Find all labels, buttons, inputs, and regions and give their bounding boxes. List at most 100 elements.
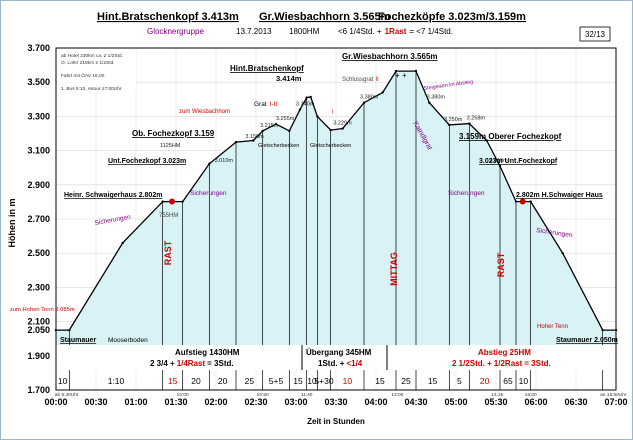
time-note-1: 10:00 [177,392,189,398]
time-note-5: 14:15 [491,392,503,398]
x-tick-label-6: 03:00 [284,397,307,407]
label-plus-2: + [402,71,407,80]
x-tick-label-7: 03:30 [324,397,347,407]
x-axis-label: Zeit in Stunden [307,417,365,426]
summary-abstieg-time: 2 1/2Std. +1/2Rast = 3Std. [452,359,551,368]
x-tick-label-2: 01:00 [124,397,147,407]
label-gr-wiesbach: Gr.Wiesbachhorn 3.565m [342,52,438,61]
label-schwaiger-right: 2.802m H.Schwaiger Haus [516,192,603,199]
schlussgrat-roman: II [375,77,379,83]
note-2: O. Lofer 218km 2 1/2Std. [61,60,115,66]
segment-label-16: 65 [503,376,513,386]
label-unt-fochez-right: 3.023m Unt.Fochezkopf [479,158,558,165]
hut-marker-0 [169,198,175,205]
aufstieg-c: = 3Std. [207,359,233,368]
summary-uebergang-time: 1Std. + <1/4 [318,359,363,368]
y-axis-label: Höhen in m [7,199,17,248]
profile-point-21 [428,101,431,104]
grat-text: Grat [254,101,267,108]
x-tick-label-5: 02:30 [244,397,267,407]
segment-label-10: 10 [343,376,353,386]
y-tick-label-10: 3.500 [27,77,50,87]
label-hint-bratsch: Hint.Bratschenkopf [230,64,304,73]
page-badge-box [579,26,611,42]
point-label-8: 3.250m [444,117,463,123]
summary-aufstieg-time: 2 3/4 +1/4Rast = 3Std. [150,359,234,368]
y-tick-label-6: 2.700 [27,214,50,224]
label-hoher-tenn: Hoher Tenn [537,324,568,330]
profile-point-16 [341,127,344,130]
summary-band [57,345,615,370]
segment-label-2: 15 [168,376,178,386]
sicherungen-3: Sicherungen [448,190,485,197]
y-tick-label-0: 1.700 [27,385,50,395]
time-note-4: 13:00 [391,392,403,398]
point-label-1: 3.255m [276,116,295,122]
label-grat: Grat I-II [254,101,277,108]
x-tick-label-4: 02:00 [204,397,227,407]
time-suffix: = <7 1/4Std. [409,27,453,36]
time-note-0: ab 6:40Uhr [55,392,79,398]
notes-box [58,50,136,92]
point-label-5: 3.229m [333,121,352,127]
label-rast-2: RAST [496,252,506,277]
x-axis: 00:00 00:30 01:00 01:30 02:00 02:30 03:00 03:30… [44,397,627,407]
label-schwaiger-left: Heinr. Schwaigerhaus 2.802m [64,192,162,199]
label-ob-fochez: Ob. Fochezkopf 3.159 [132,129,215,138]
y-tick-label-8: 3.100 [27,146,50,156]
profile-point-9 [274,122,278,126]
x-tick-label-8: 04:00 [364,397,387,407]
label-gletscher-left: Gletscherbecken [258,143,299,149]
label-slash: | [332,109,333,115]
segment-label-15: 20 [480,376,490,386]
time-note-3: 11:40 [301,392,313,398]
point-label-2: 3.215m [260,123,279,129]
subtitle-group: Glocknergruppe [147,27,204,36]
sicherungen-1: Sicherungen [190,190,227,197]
y-tick-label-4: 2.300 [27,282,50,292]
x-tick-label-9: 04:30 [404,397,427,407]
profile-markers [54,69,618,332]
segment-label-17: 10 [519,376,529,386]
point-label-6: 3.380m [360,95,379,101]
label-ob-fochez-hm: 1125HM [160,143,181,149]
title-part-1: Hint.Bratschenkopf 3.413m [97,11,239,23]
time-notes: ab 6:40Uhr 10:00 10:50 11:40 13:00 14:15 15:00… [55,392,627,398]
segment-label-12: 25 [401,376,411,386]
segment-label-0: 10 [58,376,68,386]
label-zum-hohen-tenn: zum Hohen Tenn 2.085m [10,307,75,313]
label-unt-fochez: Unt.Fochezkopf 3.023m [108,158,186,165]
label-staumauer-left: Staumauer [60,337,96,344]
y-tick-label-11: 3.700 [27,43,50,53]
subtitle-hm: 1800HM [289,27,320,36]
y-tick-label-7: 2.900 [27,180,50,190]
segment-label-9: 5+30 [314,376,333,386]
segment-durations: 10 1:10 15 20 20 25 5+5 15 105+30 10 15 25 15 5 20 65 10 [58,376,528,386]
segment-label-3: 20 [191,376,201,386]
abstieg-c: = 3Std. [524,359,550,368]
label-hint-bratsch-h: 3.414m [276,74,302,83]
hut-marker-1 [519,198,526,205]
title-part-3: Fochezköpfe 3.023m/3.159m [378,11,526,23]
abstieg-a: 2 1/2Std. + [452,359,492,368]
subtitle-date: 13.7.2013 [236,27,272,36]
profile-point-2 [121,241,124,245]
point-label-0: 3.340m [296,102,315,108]
summary-abstieg: Abstieg 25HM [478,348,531,357]
segment-label-14: 5 [457,376,462,386]
plot-border [55,47,617,391]
profile-point-13 [309,95,312,99]
page-badge: 32/13 [585,30,606,39]
note-1: ab Hotel 230km ca. 2 1/2Std. [61,53,123,59]
point-label-4: 3.010m [215,158,234,164]
title-part-2: Gr.Wiesbachhorn 3.565m [259,11,391,23]
profile-point-1 [68,328,71,332]
profile-area [56,71,616,345]
x-tick-label-0: 00:00 [44,397,67,407]
label-gletscher-right: Gletscherbecken [310,143,351,149]
uebergang-a: 1Std. + [318,359,345,368]
segment-label-4: 20 [218,376,228,386]
